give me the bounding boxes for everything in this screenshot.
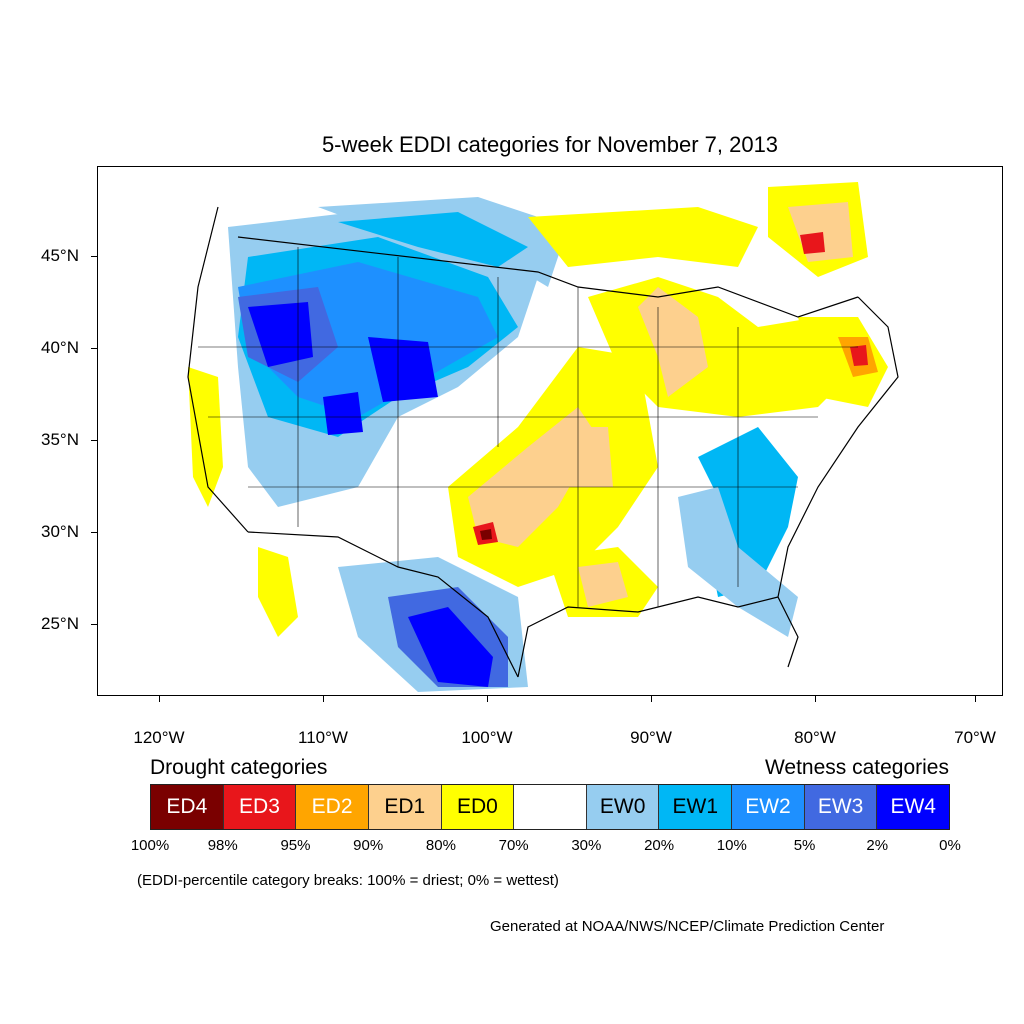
legend-color-bar: ED4 ED3 ED2 ED1 ED0 EW0 EW1 EW2 EW3 EW4 [150,784,950,830]
legend-break-label: 5% [793,837,816,854]
lon-label-80w: 80°W [794,728,836,747]
lat-label-30n: 30°N [41,522,79,541]
legend-box-ed4: ED4 [151,785,224,829]
region-ed3-quebec [800,232,825,254]
legend-break-label: 100% [130,837,170,854]
region-ew4-colorado [323,392,363,435]
region-ew4-utah [248,302,313,367]
legend-break-label: 90% [353,837,384,854]
coastline-gulf [517,596,779,678]
region-ed3-northeast [850,345,868,366]
legend-break-label: 10% [716,837,747,854]
wetness-categories-heading: Wetness categories [764,756,949,779]
region-ew4-mexico [408,607,493,687]
eddi-map [187,182,899,692]
lon-label-90w: 90°W [630,728,672,747]
legend-box-ew0: EW0 [586,785,660,829]
region-ed0-baja [258,547,298,637]
legend-break-label: 95% [280,837,311,854]
lat-label-25n: 25°N [41,614,79,633]
us-mexico-border [247,531,519,678]
state-borders [198,247,858,607]
legend-box-ed3: ED3 [223,785,297,829]
lon-label-100w: 100°W [461,728,513,747]
region-ed1-michigan [638,287,708,397]
legend-box-neutral [514,785,587,829]
us-canada-border [237,236,859,318]
category-break-note: (EDDI-percentile category breaks: 100% =… [137,872,559,889]
region-ed1-louisiana [578,562,628,607]
lon-label-70w: 70°W [954,728,996,747]
region-ed1-missouri [558,427,613,487]
map-title: 5-week EDDI categories for November 7, 2… [321,132,779,157]
drought-categories-heading: Drought categories [150,756,328,779]
region-ew4-wyoming [368,337,438,402]
legend-break-label: 2% [866,837,889,854]
lat-label-40n: 40°N [41,338,79,357]
coastline-west [187,206,249,533]
legend-box-ew2: EW2 [732,785,805,829]
map-panel [97,166,1003,696]
legend-box-ed2: ED2 [296,785,369,829]
legend-break-label: 30% [571,837,602,854]
legend-break-label: 80% [425,837,456,854]
legend-box-ew4: EW4 [877,785,950,829]
lon-label-120w: 120°W [133,728,185,747]
legend-box-ed1: ED1 [368,785,442,829]
legend-box-ew3: EW3 [804,785,878,829]
legend-box-ew1: EW1 [659,785,733,829]
legend-break-label: 70% [498,837,529,854]
legend-break-label: 20% [644,837,675,854]
lat-label-35n: 35°N [41,430,79,449]
coastline-east [777,296,899,668]
lon-label-110w: 110°W [298,728,348,747]
region-ew1-north [338,212,528,267]
legend-box-ed0: ED0 [441,785,515,829]
region-ed0-great-lakes-north [528,207,758,267]
region-ed4-oklahoma [480,529,492,540]
credit-line: Generated at NOAA/NWS/NCEP/Climate Predi… [490,918,885,935]
region-ed0-west-coast [188,367,223,507]
legend-break-label: 0% [939,837,961,854]
lat-label-45n: 45°N [41,246,79,265]
legend-break-label: 98% [207,837,238,854]
